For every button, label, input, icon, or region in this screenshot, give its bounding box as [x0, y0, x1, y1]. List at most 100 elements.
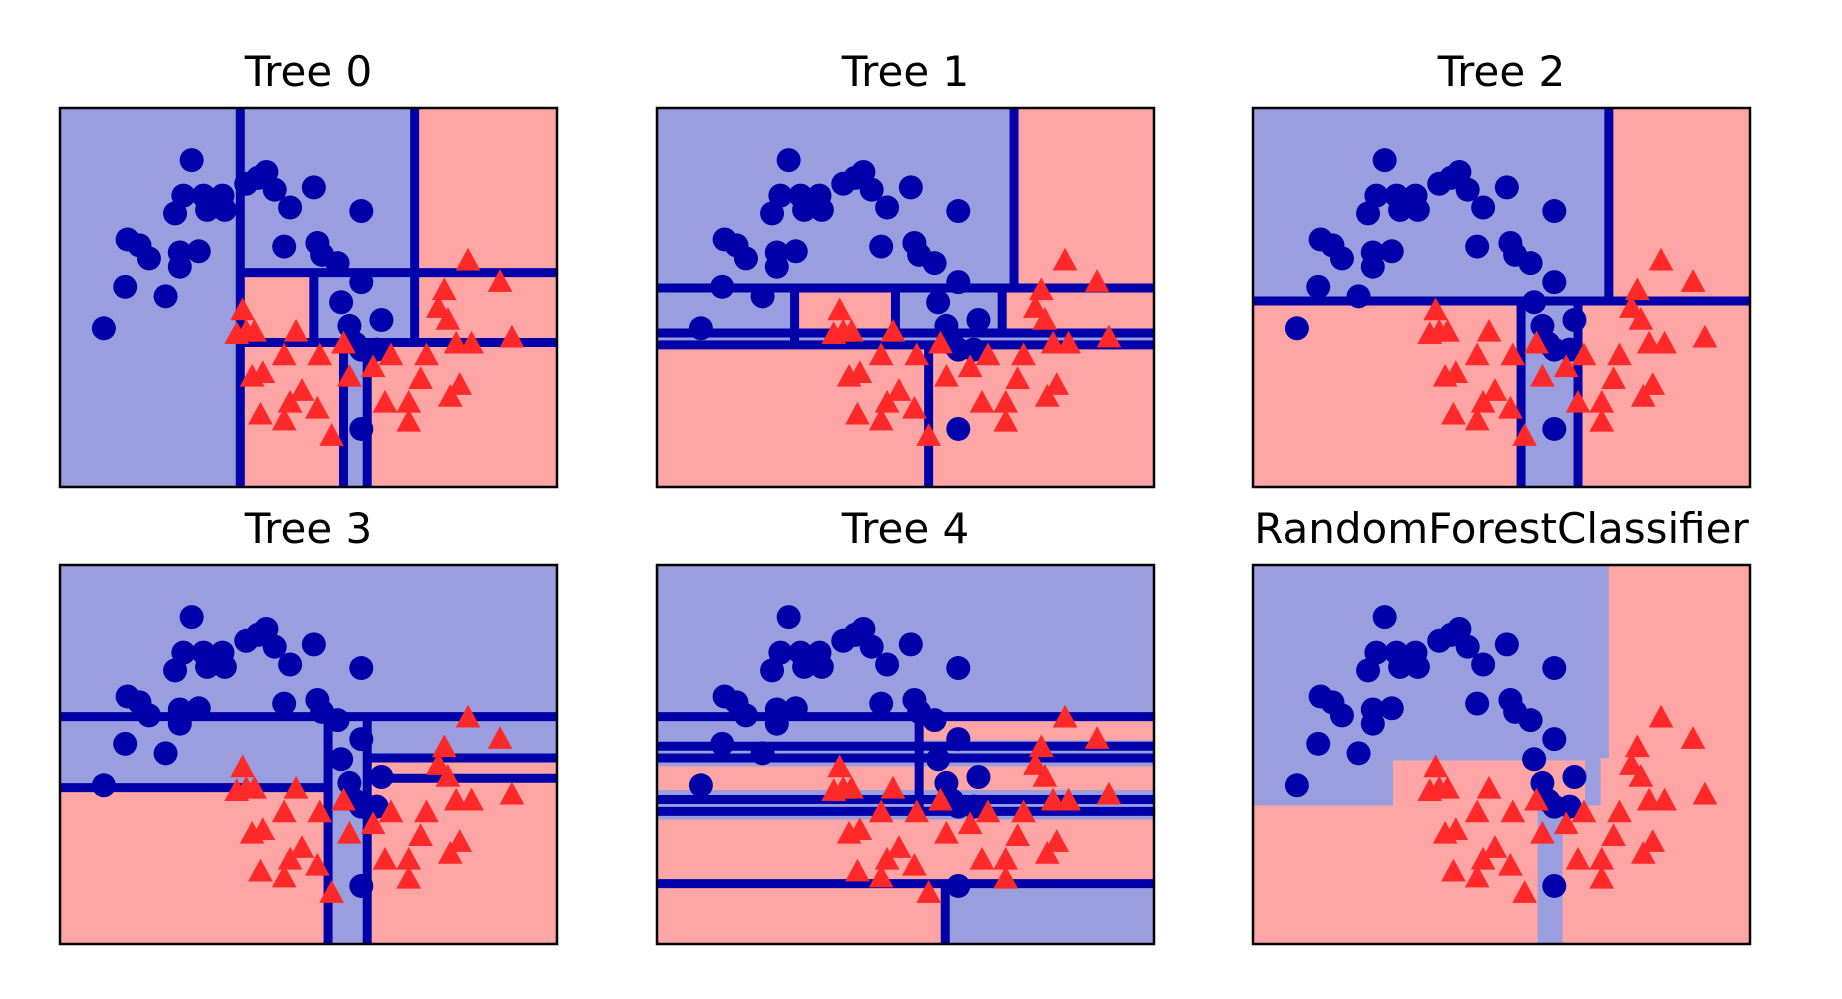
region [1608, 108, 1750, 302]
point [1624, 734, 1650, 758]
point [966, 308, 991, 333]
point [1652, 787, 1677, 811]
point [1565, 389, 1591, 413]
point [868, 799, 894, 823]
axes-frame [1251, 106, 1752, 489]
point [764, 697, 789, 722]
point [349, 270, 374, 295]
point [396, 389, 422, 413]
point [289, 835, 315, 858]
point [874, 389, 900, 413]
point [1306, 274, 1331, 299]
point [809, 654, 834, 679]
point [875, 652, 900, 677]
point [1455, 177, 1480, 202]
subplot-title: Tree 4 [841, 504, 970, 553]
point [1542, 416, 1567, 441]
point [1553, 811, 1579, 835]
point [91, 316, 116, 341]
point [966, 765, 991, 790]
point [1565, 846, 1591, 870]
point [369, 308, 394, 333]
point [880, 318, 906, 342]
point [1524, 330, 1549, 354]
point [1601, 823, 1626, 846]
point [839, 775, 864, 799]
point [827, 754, 853, 778]
point [1500, 342, 1526, 366]
point [1306, 731, 1331, 756]
point [926, 290, 951, 315]
point [248, 858, 273, 882]
point [1028, 277, 1054, 301]
point [1522, 747, 1547, 772]
point [869, 234, 894, 259]
point [1530, 820, 1555, 844]
point [319, 423, 344, 446]
plot-area [657, 108, 1154, 487]
point [331, 787, 356, 811]
point [212, 654, 237, 679]
point [1557, 337, 1582, 362]
point [224, 778, 250, 801]
region [367, 342, 557, 487]
point [1542, 270, 1567, 295]
point [1417, 321, 1443, 344]
point [710, 731, 735, 756]
point [1360, 240, 1385, 265]
point [1470, 846, 1496, 870]
point [1441, 401, 1466, 425]
point [1284, 316, 1309, 341]
point [331, 330, 356, 354]
point [250, 360, 276, 384]
subplot-title: Tree 3 [244, 504, 373, 553]
plot-area [1253, 565, 1750, 944]
point [1023, 752, 1048, 775]
point [1405, 654, 1430, 679]
point [1005, 366, 1030, 389]
point [349, 656, 374, 681]
axes-frame [655, 563, 1156, 946]
point [459, 330, 484, 354]
axes-frame [58, 106, 559, 489]
point [1648, 704, 1674, 728]
point [337, 363, 362, 387]
point [1372, 148, 1397, 173]
point [1096, 324, 1122, 348]
point [455, 247, 481, 271]
point [250, 817, 276, 841]
point [1624, 277, 1650, 301]
point [1601, 366, 1626, 389]
point [1005, 823, 1030, 846]
subplot-title: RandomForestClassifier [1254, 504, 1749, 553]
point [455, 704, 481, 728]
subplot: RandomForestClassifier [1251, 504, 1752, 946]
point [868, 864, 894, 888]
point [946, 656, 971, 681]
point [898, 632, 923, 657]
point [1512, 880, 1537, 903]
point [378, 799, 404, 823]
point [886, 378, 912, 401]
point [1388, 197, 1413, 222]
point [1044, 372, 1070, 395]
point [1034, 840, 1060, 864]
point [792, 197, 817, 222]
point [212, 197, 237, 222]
subplot: Tree 1 [655, 47, 1156, 489]
point [447, 372, 473, 395]
region [1002, 288, 1154, 334]
point [1096, 781, 1122, 805]
point [1465, 234, 1490, 259]
point [283, 318, 309, 342]
point [414, 342, 439, 366]
point [499, 324, 525, 348]
point [868, 342, 894, 366]
point [171, 640, 196, 665]
point [1032, 764, 1058, 787]
point [916, 423, 941, 446]
point [307, 799, 333, 823]
point [926, 747, 951, 772]
point [1589, 408, 1615, 432]
point [396, 846, 422, 870]
